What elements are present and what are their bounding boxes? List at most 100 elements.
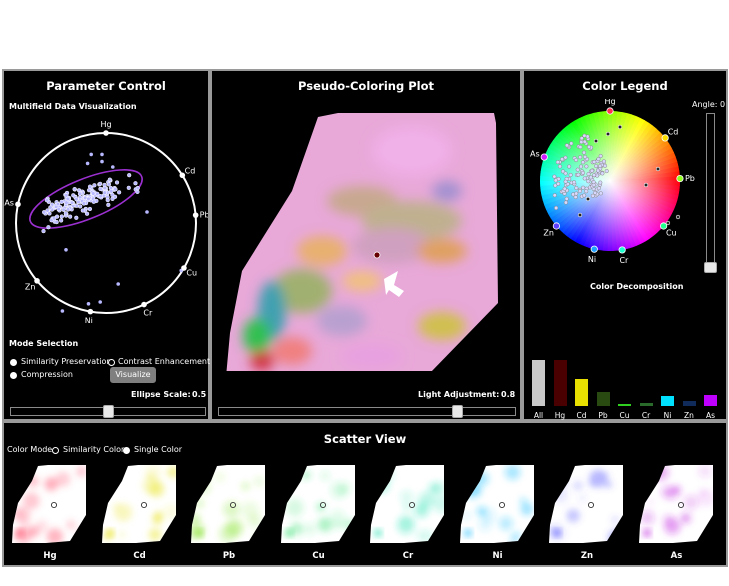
- decomposition-bar-cd: [575, 378, 588, 406]
- ellipse-scale-thumb[interactable]: [103, 405, 114, 418]
- contrast-enhancement-label: Contrast Enhancement: [118, 357, 211, 366]
- light-adjustment-value: 0.8: [501, 390, 516, 399]
- panel-title: Pseudo-Coloring Plot: [298, 79, 434, 93]
- similarity-preservation-label: Similarity Preservation: [21, 357, 112, 366]
- scatter-thumbnail-pb[interactable]: [189, 463, 269, 545]
- decomposition-bar-as: [704, 395, 717, 406]
- angle-label: Angle: 0: [692, 100, 726, 109]
- single-color-label: Single Color: [134, 445, 183, 454]
- panel-title: Color Legend: [582, 79, 668, 93]
- wheel-axis-label: Hg: [604, 99, 615, 106]
- light-adjustment-slider[interactable]: [218, 407, 516, 416]
- scatter-thumbnail-cu[interactable]: [279, 463, 359, 545]
- scatter-label-pb: Pb: [222, 551, 236, 561]
- wheel-anchor-ni[interactable]: [590, 245, 598, 253]
- axis-label: Cr: [143, 309, 153, 318]
- panel-subtitle: Multifield Data Visualization: [9, 102, 137, 111]
- wheel-axis-label: Cu: [666, 228, 677, 237]
- axis-anchors: Hg Cd Pb Cu Cr Ni Zn As: [4, 120, 208, 323]
- decomposition-label-as: As: [705, 411, 716, 420]
- wheel-axis-label: Zn: [543, 228, 554, 237]
- axis-anchor-cu[interactable]: [181, 265, 187, 271]
- color-decomposition-title: Color Decomposition: [590, 282, 684, 291]
- decomposition-label-all: All: [533, 411, 544, 420]
- contrast-enhancement-radio[interactable]: [108, 359, 115, 366]
- visualize-button[interactable]: Visualize: [110, 367, 156, 383]
- decomposition-bar-cu: [618, 403, 631, 406]
- pseudo-coloring-plot[interactable]: [212, 71, 520, 371]
- scatter-thumbnail-zn[interactable]: [547, 463, 627, 545]
- radial-projection-plot[interactable]: Hg Cd Pb Cu Cr Ni Zn As: [4, 113, 208, 323]
- angle-slider-thumb[interactable]: [704, 262, 717, 273]
- scatter-label-hg: Hg: [43, 551, 57, 561]
- wheel-anchor-cr[interactable]: [618, 246, 626, 254]
- scatter-thumbnail-as[interactable]: [637, 463, 717, 545]
- axis-label: Cu: [186, 269, 197, 278]
- scatter-thumbnail-ni[interactable]: [458, 463, 538, 545]
- decomposition-label-zn: Zn: [684, 411, 694, 420]
- scatter-label-cr: Cr: [402, 551, 414, 561]
- similarity-color-label: Similarity Color: [63, 445, 125, 454]
- wheel-anchor-pb[interactable]: [676, 174, 684, 183]
- scatter-thumbnail-cd[interactable]: [100, 463, 180, 545]
- similarity-preservation-radio[interactable]: [10, 359, 17, 366]
- axis-anchor-hg[interactable]: [103, 130, 109, 136]
- mode-selection-title: Mode Selection: [9, 339, 79, 348]
- wheel-anchor-as[interactable]: [540, 153, 548, 161]
- wheel-anchor-hg[interactable]: [606, 107, 614, 115]
- wheel-anchor-cd[interactable]: [661, 134, 669, 142]
- panel-title: Parameter Control: [46, 79, 166, 93]
- scatter-label-zn: Zn: [580, 551, 594, 561]
- color-wheel[interactable]: Hg Cd Pb Cu Cr Ni Zn As: [528, 99, 698, 269]
- decomposition-label-cd: Cd: [576, 411, 587, 420]
- axis-label: As: [4, 198, 14, 207]
- pseudo-coloring-panel: Pseudo-Coloring Plot: [210, 69, 522, 421]
- decomposition-label-cr: Cr: [641, 411, 651, 420]
- single-color-radio[interactable]: [123, 447, 130, 454]
- axis-anchor-pb[interactable]: [192, 212, 199, 218]
- ellipse-scale-label: Ellipse Scale:: [131, 390, 191, 399]
- data-points: [41, 152, 183, 313]
- wheel-axis-label: Cd: [668, 128, 679, 137]
- axis-anchor-cd[interactable]: [179, 172, 186, 179]
- axis-anchor-cr[interactable]: [141, 301, 147, 308]
- wheel-anchor-cu[interactable]: [660, 222, 668, 230]
- ellipse-scale-value: 0.5: [192, 390, 207, 399]
- decomposition-label-ni: Ni: [663, 411, 672, 420]
- decomposition-bar-pb: [596, 392, 610, 406]
- wheel-axis-label: Cr: [619, 256, 629, 265]
- axis-anchor-as[interactable]: [15, 201, 21, 208]
- similarity-color-radio[interactable]: [52, 447, 59, 454]
- decomposition-label-cu: Cu: [619, 411, 630, 420]
- decomposition-label-pb: Pb: [598, 411, 608, 420]
- wheel-anchor-zn[interactable]: [552, 222, 560, 230]
- scatter-label-ni: Ni: [492, 551, 503, 561]
- color-mode-label: Color Mode: [7, 445, 53, 454]
- scatter-view-panel: Scatter View Color Mode Similarity Color…: [2, 421, 728, 567]
- axis-anchor-ni[interactable]: [87, 308, 94, 315]
- scatter-label-as: As: [670, 551, 683, 561]
- axis-label: Cd: [185, 167, 196, 176]
- wheel-axis-label: As: [530, 150, 540, 159]
- compression-label: Compression: [21, 370, 73, 379]
- angle-slider[interactable]: [706, 113, 715, 271]
- scatter-label-cu: Cu: [312, 551, 325, 561]
- color-legend-panel: Color Legend Angle: 0 Hg Cd Pb Cu Cr Ni Zn As C…: [522, 69, 728, 421]
- axis-label: Hg: [100, 120, 111, 129]
- axis-anchor-zn[interactable]: [34, 278, 40, 284]
- scatter-thumbnail-cr[interactable]: [368, 463, 448, 545]
- decomposition-bar-all: [532, 360, 545, 406]
- decomposition-bar-hg: [553, 360, 567, 406]
- decomposition-label-hg: Hg: [554, 411, 566, 420]
- scatter-thumbnails: Hg Cd Pb Cu Cr Ni Zn As: [4, 459, 726, 561]
- compression-radio[interactable]: [10, 372, 17, 379]
- wheel-axis-label: Ni: [588, 255, 596, 264]
- scatter-thumbnail-hg[interactable]: [10, 463, 90, 545]
- axis-label: Zn: [25, 283, 36, 292]
- decomposition-labels: All Hg Cd Pb Cu Cr Ni Zn As: [528, 411, 728, 421]
- pointer-arrow-icon: [384, 271, 404, 297]
- wheel-axis-label: Pb: [685, 174, 695, 183]
- decomposition-bar-chart: [528, 356, 728, 406]
- light-adjustment-thumb[interactable]: [452, 405, 463, 418]
- decomposition-bar-ni: [661, 396, 674, 406]
